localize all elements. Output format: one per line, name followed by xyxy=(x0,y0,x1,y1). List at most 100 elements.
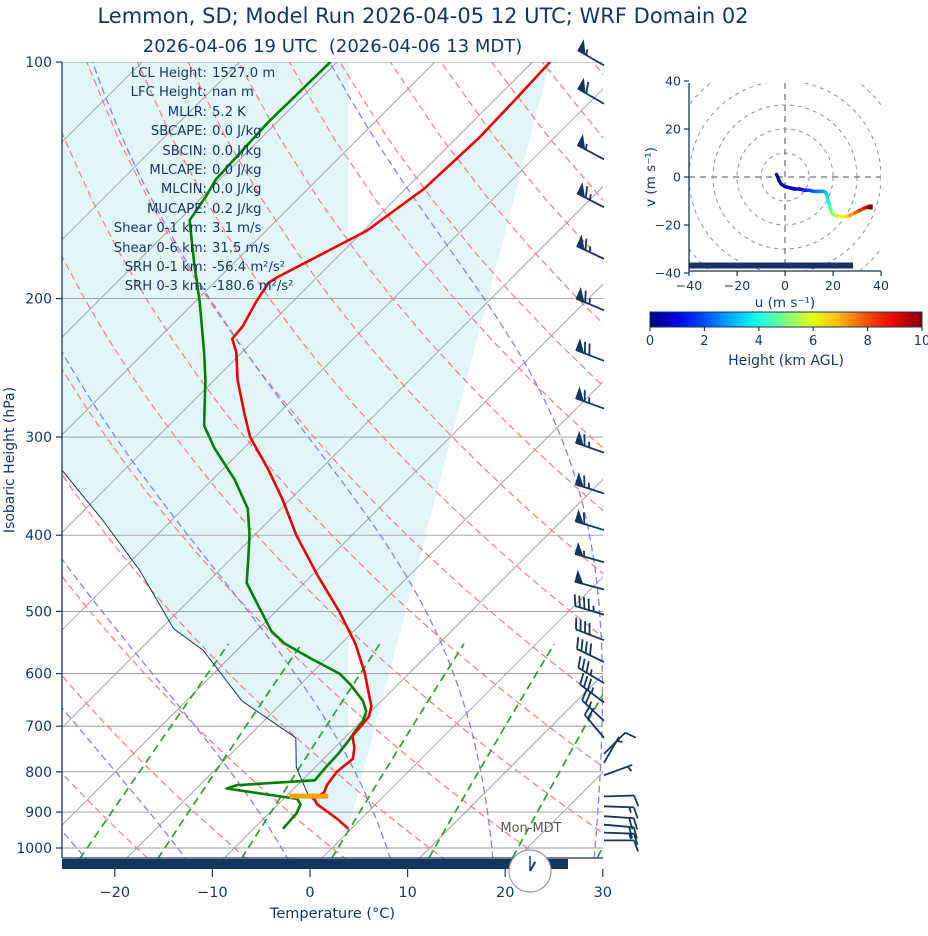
pressure-tick-label: 1000 xyxy=(16,841,52,857)
wind-barb-column xyxy=(573,39,640,852)
wind-barb xyxy=(574,430,605,454)
wind-barb xyxy=(577,656,605,684)
wind-barb xyxy=(603,805,639,819)
stat-value: 5.2 K xyxy=(212,104,246,120)
wind-barb xyxy=(576,234,605,260)
hodograph-end-marker xyxy=(867,204,873,210)
stat-label: MLCAPE: xyxy=(149,163,207,179)
wind-barb xyxy=(604,839,639,852)
skewt-plot-area xyxy=(62,62,603,862)
stat-row: SBCIN: 0.0 J/kg xyxy=(70,142,293,161)
wind-barb xyxy=(574,541,605,564)
colorbar-tick-label: 0 xyxy=(646,334,654,349)
colorbar-tick-label: 10 xyxy=(914,334,928,349)
wind-barb xyxy=(576,182,605,208)
y-axis-title: Isobaric Height (hPa) xyxy=(2,387,18,533)
stat-label: Shear 0-1 km: xyxy=(113,221,207,237)
dewpoint-curve xyxy=(188,62,368,830)
stat-value: 31.5 m/s xyxy=(212,240,270,256)
stat-value: -180.6 m²/s² xyxy=(212,279,294,295)
stat-label: MUCAPE: xyxy=(147,201,207,217)
pressure-tick-label: 200 xyxy=(25,292,52,308)
hodograph-u-tick-label: −20 xyxy=(724,278,750,293)
stat-value: -56.4 m²/s² xyxy=(212,260,286,276)
colorbar-tick-label: 8 xyxy=(863,334,871,349)
wind-barb xyxy=(576,637,605,663)
stat-row: SRH 0-1 km: -56.4 m²/s² xyxy=(70,258,293,277)
stat-value: 1527.0 m xyxy=(212,66,276,81)
wind-barb xyxy=(576,133,605,161)
stat-label: MLLR: xyxy=(167,104,207,120)
colorbar-tick-label: 2 xyxy=(700,334,708,349)
stat-row: Shear 0-6 km: 31.5 m/s xyxy=(70,239,293,258)
stat-value: 0.0 J/kg xyxy=(212,124,262,140)
pressure-tick-label: 700 xyxy=(25,719,52,735)
valid-time-subtitle: 2026-04-06 19 UTC (2026-04-06 13 MDT) xyxy=(142,36,523,57)
wind-barb xyxy=(577,77,605,105)
hodograph-plot-area xyxy=(689,83,881,271)
hodograph-v-tick-label: 20 xyxy=(665,122,681,137)
wind-barb xyxy=(603,764,633,777)
temperature-tick-label: −10 xyxy=(197,885,228,901)
pressure-tick-label: 400 xyxy=(25,528,52,544)
surface-bar xyxy=(62,859,568,869)
wind-barb xyxy=(603,823,638,839)
cin-shade-region xyxy=(62,62,550,829)
pressure-tick-label: 100 xyxy=(25,55,52,71)
stat-value: 0.2 J/kg xyxy=(212,201,262,217)
wind-barb xyxy=(575,386,605,410)
dry-adiabat-lines xyxy=(62,62,603,862)
pressure-tick-label: 900 xyxy=(25,805,52,821)
hodograph-u-tick-label: 40 xyxy=(873,278,889,293)
colorbar-tick-label: 4 xyxy=(755,334,763,349)
stat-label: LFC Height: xyxy=(130,85,207,101)
clock-timezone-label: Mon-MDT xyxy=(500,821,561,836)
stat-label: MLCIN: xyxy=(160,182,207,198)
wind-barb xyxy=(603,731,637,755)
stat-row: MUCAPE: 0.2 J/kg xyxy=(70,200,293,219)
wind-barb xyxy=(603,831,639,846)
stat-label: SBCAPE: xyxy=(150,124,207,140)
stat-label: SRH 0-3 km: xyxy=(124,279,207,295)
temperature-tick-label: 10 xyxy=(398,885,416,901)
colorbar-title: Height (km AGL) xyxy=(728,353,844,369)
x-axis-title: Temperature (°C) xyxy=(269,906,395,922)
hodograph-u-tick-label: 0 xyxy=(781,278,789,293)
pressure-tick-label: 800 xyxy=(25,765,52,781)
clock-hour-hand xyxy=(529,861,537,872)
wind-barb xyxy=(575,286,605,312)
stat-label: LCL Height: xyxy=(130,66,207,81)
hodograph-u-tick-label: 20 xyxy=(825,278,841,293)
stat-label: SBCIN: xyxy=(162,143,207,159)
temperature-tick-label: 20 xyxy=(496,885,514,901)
hodograph-trace xyxy=(774,172,872,219)
wind-barb xyxy=(574,569,605,591)
sounding-stats: LCL Height: 1527.0 m LFC Height: nan m MLLR:… xyxy=(70,64,294,297)
colorbar-tick-label: 6 xyxy=(809,334,817,349)
wind-barb xyxy=(583,704,605,739)
stat-value: 3.1 m/s xyxy=(212,221,262,237)
hodograph-v-tick-label: 40 xyxy=(665,74,681,89)
stat-value: 0.0 J/kg xyxy=(212,182,262,198)
height-colorbar xyxy=(649,311,923,328)
stat-row: MLLR: 5.2 K xyxy=(70,103,293,122)
stat-label: SRH 0-1 km: xyxy=(124,260,207,276)
stat-row: SRH 0-3 km: -180.6 m²/s² xyxy=(70,277,294,296)
wind-barb xyxy=(575,338,605,362)
hodograph-v-tick-label: −40 xyxy=(655,266,681,281)
pressure-tick-label: 500 xyxy=(25,604,52,620)
isotherm-lines xyxy=(62,62,603,862)
temperature-tick-label: −20 xyxy=(99,885,130,901)
hodograph-x-title: u (m s⁻¹) xyxy=(755,295,815,311)
hodograph-v-tick-label: 0 xyxy=(673,170,681,185)
pressure-tick-label: 600 xyxy=(25,667,52,683)
moist-adiabat-lines xyxy=(62,62,603,862)
stat-value: nan m xyxy=(212,85,254,101)
wind-barb xyxy=(575,617,605,642)
wind-barb xyxy=(577,39,605,67)
wind-barb xyxy=(603,794,640,807)
stat-value: 0.0 J/kg xyxy=(212,143,262,159)
wind-barb xyxy=(579,673,605,704)
